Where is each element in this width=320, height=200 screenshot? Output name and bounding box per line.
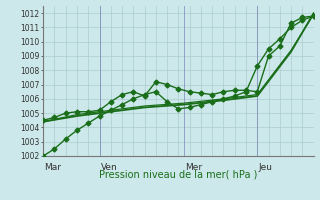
X-axis label: Pression niveau de la mer( hPa ): Pression niveau de la mer( hPa ) [99,170,258,180]
Text: Jeu: Jeu [258,163,272,172]
Text: Ven: Ven [100,163,117,172]
Text: Mar: Mar [44,163,61,172]
Text: Mer: Mer [185,163,202,172]
